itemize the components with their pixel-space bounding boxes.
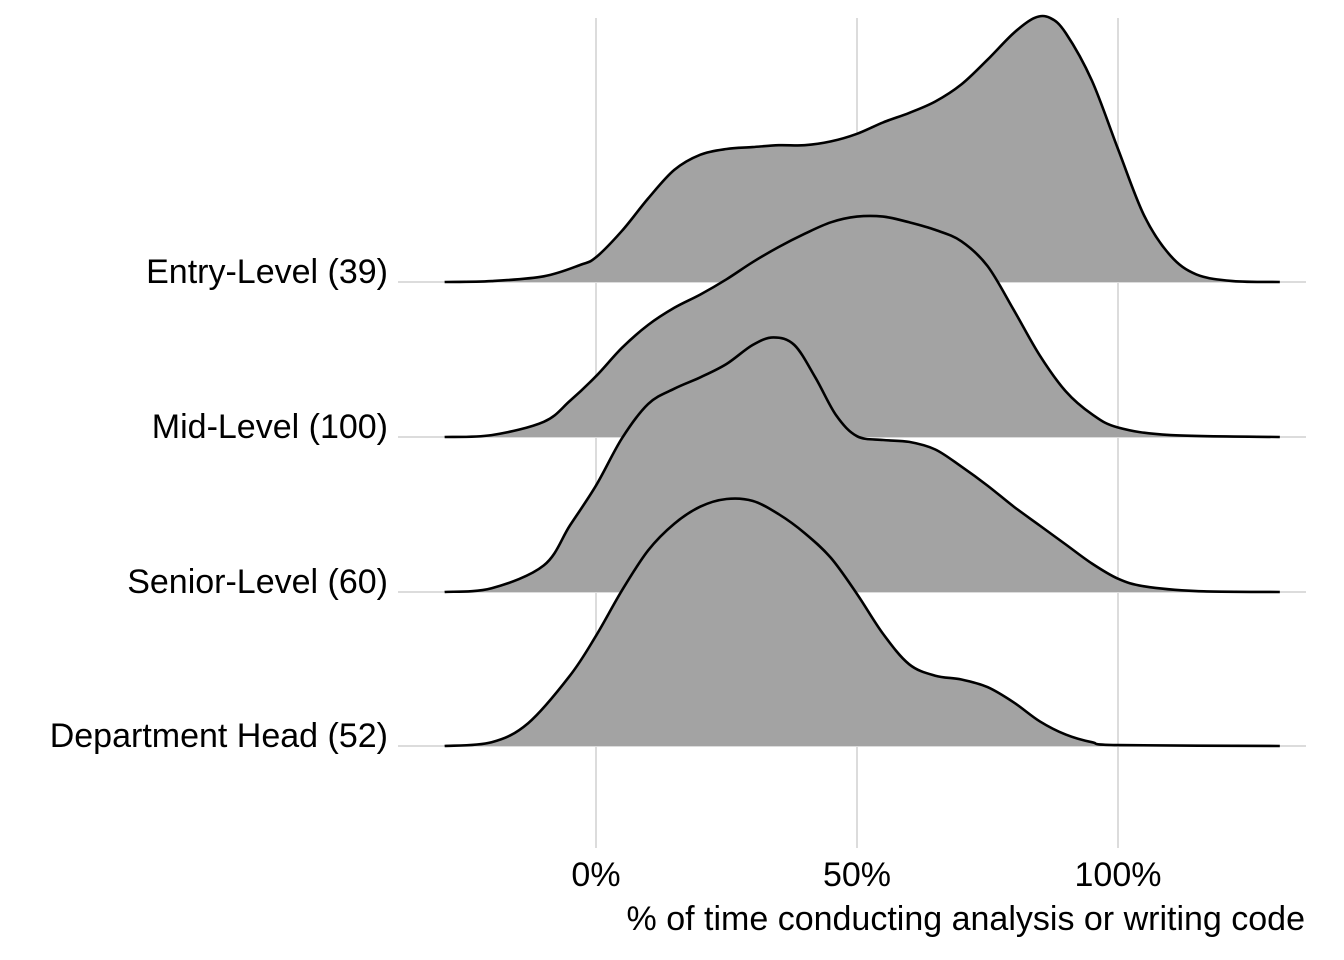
x-tick-label: 100% <box>1075 856 1162 894</box>
row-label-3: Department Head (52) <box>50 717 388 755</box>
ridge-area-1 <box>444 215 1280 437</box>
ridge-area-0 <box>444 16 1280 282</box>
x-axis-title: % of time conducting analysis or writing… <box>627 900 1305 938</box>
x-tick-labels: 0% 50% 100% <box>571 856 1161 894</box>
row-labels: Entry-Level (39) Mid-Level (100) Senior-Le… <box>50 253 388 755</box>
ridge-outline-3 <box>444 497 1280 748</box>
ridge-area-3 <box>444 498 1280 746</box>
ridge-outline-2 <box>444 336 1280 594</box>
row-label-2: Senior-Level (60) <box>127 563 388 601</box>
row-label-1: Mid-Level (100) <box>152 408 388 446</box>
row-label-0: Entry-Level (39) <box>146 253 388 291</box>
ridge-outline-0 <box>444 14 1280 284</box>
x-tick-label: 0% <box>571 856 620 894</box>
ridges <box>444 14 1280 748</box>
x-tick-label: 50% <box>823 856 891 894</box>
ridge-outline-1 <box>444 214 1280 439</box>
